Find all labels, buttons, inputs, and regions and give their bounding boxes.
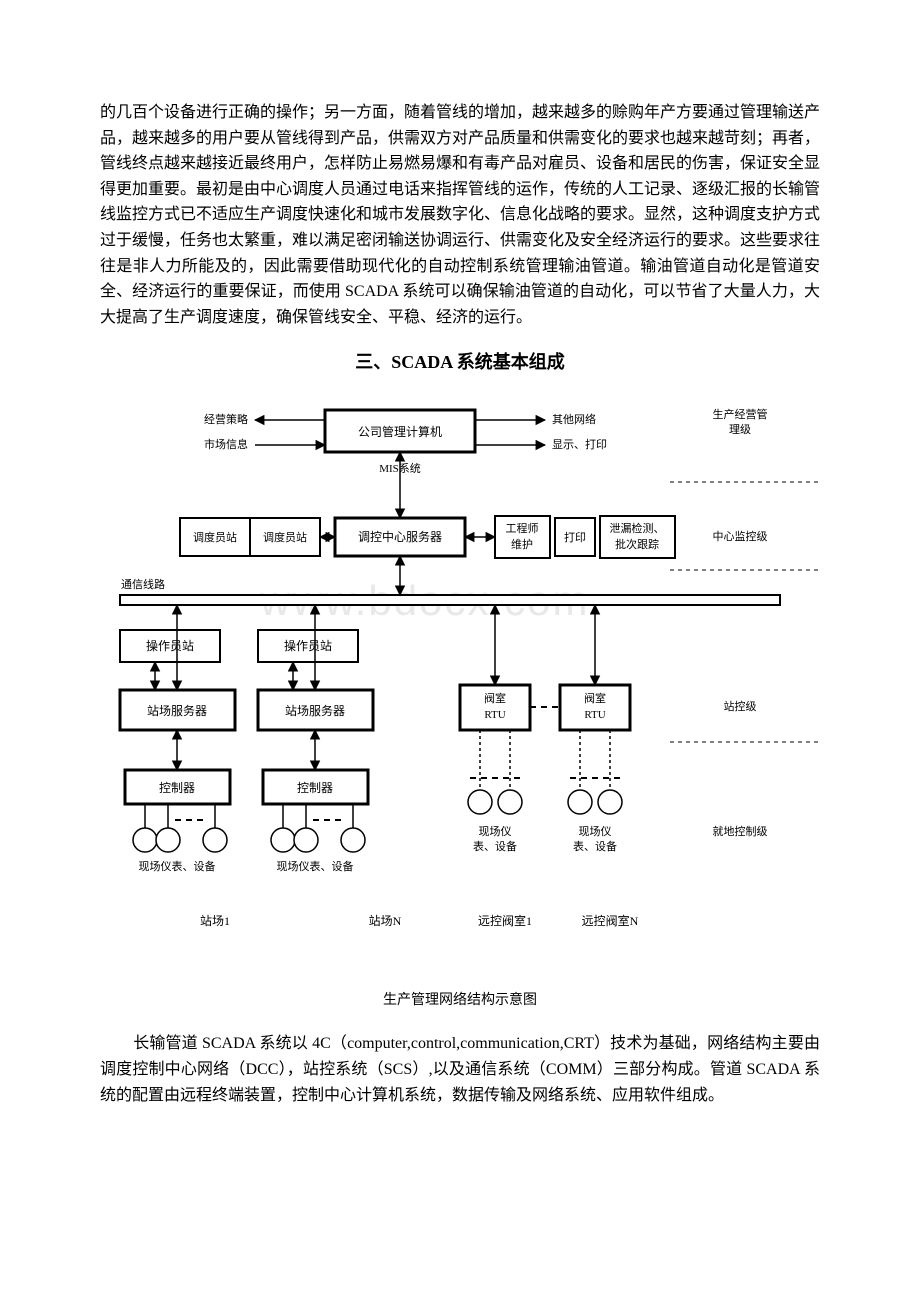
node-station-b: 站场服务器 <box>285 703 345 718</box>
node-print: 打印 <box>564 530 586 544</box>
node-leak-l2: 批次跟踪 <box>615 537 659 551</box>
scada-diagram: www.bdocx.com 公司管理计算机 经营策略 市场信息 其他网络 显示、… <box>100 390 820 975</box>
field-b: 现场仪表、设备 <box>277 859 354 873</box>
node-valve-b-l2: RTU <box>584 709 605 721</box>
node-dispatch-b: 调度员站 <box>263 530 307 544</box>
lvl2-label: 中心监控级 <box>713 529 768 543</box>
field-d-l1: 现场仪 <box>579 824 612 838</box>
field-c-l2: 表、设备 <box>473 839 517 853</box>
node-station-a: 站场服务器 <box>147 703 207 718</box>
node-center-server: 调控中心服务器 <box>358 529 442 544</box>
node-ctrl-b: 控制器 <box>297 781 333 795</box>
node-op-b: 操作员站 <box>284 638 332 653</box>
figure-caption: 生产管理网络结构示意图 <box>100 989 820 1009</box>
col-valve1: 远控阀室1 <box>478 913 532 928</box>
label-policy: 经营策略 <box>204 412 248 426</box>
node-valve-a-l1: 阀室 <box>484 691 506 705</box>
node-eng-l1: 工程师 <box>506 522 539 535</box>
col-stationN: 站场N <box>369 914 402 928</box>
node-op-a: 操作员站 <box>146 638 194 653</box>
col-station1: 站场1 <box>200 914 230 928</box>
node-eng-l2: 维护 <box>511 537 533 551</box>
node-valve-a-l2: RTU <box>484 709 505 721</box>
lvl1-label-l1: 生产经营管 <box>713 407 768 421</box>
node-valve-b-l1: 阀室 <box>584 691 606 705</box>
label-comm: 通信线路 <box>121 577 165 591</box>
node-ctrl-a: 控制器 <box>159 781 195 795</box>
node-dispatch-a: 调度员站 <box>193 530 237 544</box>
paragraph-1: 的几百个设备进行正确的操作；另一方面，随着管线的增加，越来越多的赊购年产方要通过… <box>100 100 820 330</box>
node-leak-l1: 泄漏检测、 <box>610 521 665 535</box>
lvl4-label: 就地控制级 <box>713 824 768 838</box>
col-valveN: 远控阀室N <box>582 913 639 928</box>
paragraph-2: 长输管道 SCADA 系统以 4C（computer,control,commu… <box>100 1031 820 1108</box>
label-othernet: 其他网络 <box>552 412 596 426</box>
lvl1-label-l2: 理级 <box>729 423 751 436</box>
label-display: 显示、打印 <box>552 437 607 451</box>
section-heading: 三、SCADA 系统基本组成 <box>100 348 820 374</box>
field-a: 现场仪表、设备 <box>139 859 216 873</box>
label-market: 市场信息 <box>204 437 248 451</box>
field-d-l2: 表、设备 <box>573 839 617 853</box>
lvl3-label: 站控级 <box>724 699 757 713</box>
field-c-l1: 现场仪 <box>479 824 512 838</box>
node-mgmt-computer: 公司管理计算机 <box>358 424 442 439</box>
